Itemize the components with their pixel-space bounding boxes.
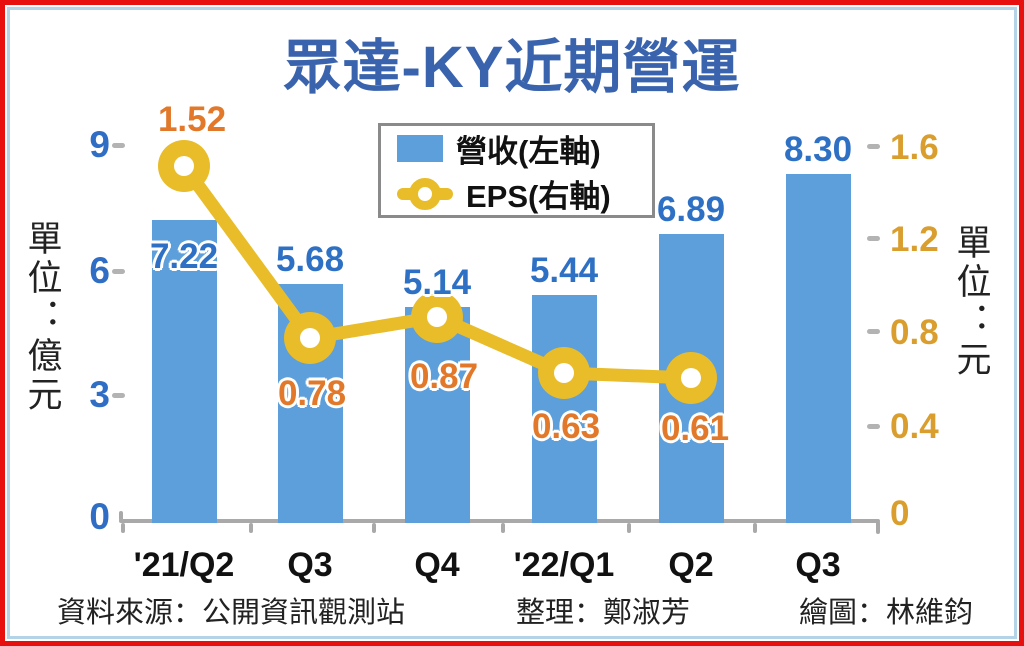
x-axis-label-q4: Q4 [414,546,460,584]
revenue-value-label: 6.89 [656,190,726,229]
x-axis-label-q3: Q3 [287,546,333,584]
footer-compiler: 整理：鄭淑芳 [516,597,691,629]
x-axis-label-q2: Q2 [668,546,714,584]
legend-eps-label: EPS(右軸) [466,179,611,214]
legend-box: 營收(左軸) EPS(右軸) [378,123,655,218]
right-axis-tick-mark [867,236,880,241]
revenue-value-label: 8.30 [783,130,853,169]
left-axis-tick-label-6: 6 [89,250,110,291]
revenue-bar-4 [658,234,724,523]
left-axis-tick-mark [112,143,125,148]
right-axis-tick-label-1-2: 1.2 [890,220,939,259]
revenue-value-label: 5.68 [275,240,345,279]
revenue-swatch-icon [397,135,443,162]
legend-revenue-label: 營收(左軸) [456,134,601,169]
revenue-bar-5 [785,174,851,523]
legend-item-eps: EPS(右軸) [397,171,652,216]
right-axis-tick-mark [867,329,880,334]
x-axis-tick [249,523,253,533]
left-axis-tick-label-9: 9 [89,124,110,165]
x-axis-end-hook-left [119,511,123,521]
chart-title: 眾達-KY近期營運 [283,35,741,100]
revenue-value-label: 5.44 [529,251,599,290]
right-axis-tick-mark [867,144,880,149]
right-axis-tick-label-0-8: 0.8 [890,313,939,352]
eps-marker [158,140,210,192]
x-axis-label-21q2: '21/Q2 [133,546,235,584]
eps-value-label: 1.52 [157,100,227,139]
eps-line-marker-icon [397,177,453,211]
footer-source: 資料來源：公開資訊觀測站 [57,597,406,629]
x-axis-label-22q1: '22/Q1 [513,546,615,584]
revenue-bar-1 [277,284,343,523]
x-axis-tick [372,523,376,533]
right-axis-unit-label: 單位：元 [951,224,991,380]
revenue-bar-0 [151,220,217,523]
left-axis-tick-mark [112,269,125,274]
right-axis-tick-label-0: 0 [890,494,910,533]
x-axis-tick [121,523,125,533]
x-axis-tick [753,523,757,533]
x-axis-line [119,519,880,523]
left-axis-unit-label: 單位：億元 [22,220,62,415]
left-axis-tick-mark [112,393,125,398]
right-axis-tick-label-0-4: 0.4 [890,407,939,446]
revenue-value-label: 5.14 [402,263,472,302]
revenue-bar-2 [404,307,470,523]
right-axis-tick-label-1-6: 1.6 [890,128,939,167]
footer-illustrator: 繪圖：林維鈞 [799,597,974,629]
x-axis-tick [501,523,505,533]
x-axis-tick [627,523,631,533]
x-axis-end-hook-right [876,521,880,534]
left-axis-tick-label-0: 0 [89,496,110,537]
x-axis-label-q3-2022: Q3 [795,546,841,584]
left-axis-tick-label-3: 3 [89,374,110,415]
revenue-bar-3 [531,295,597,523]
legend-item-revenue: 營收(左軸) [397,126,652,171]
right-axis-tick-mark [867,424,880,429]
eps-marker-hole [174,156,194,176]
